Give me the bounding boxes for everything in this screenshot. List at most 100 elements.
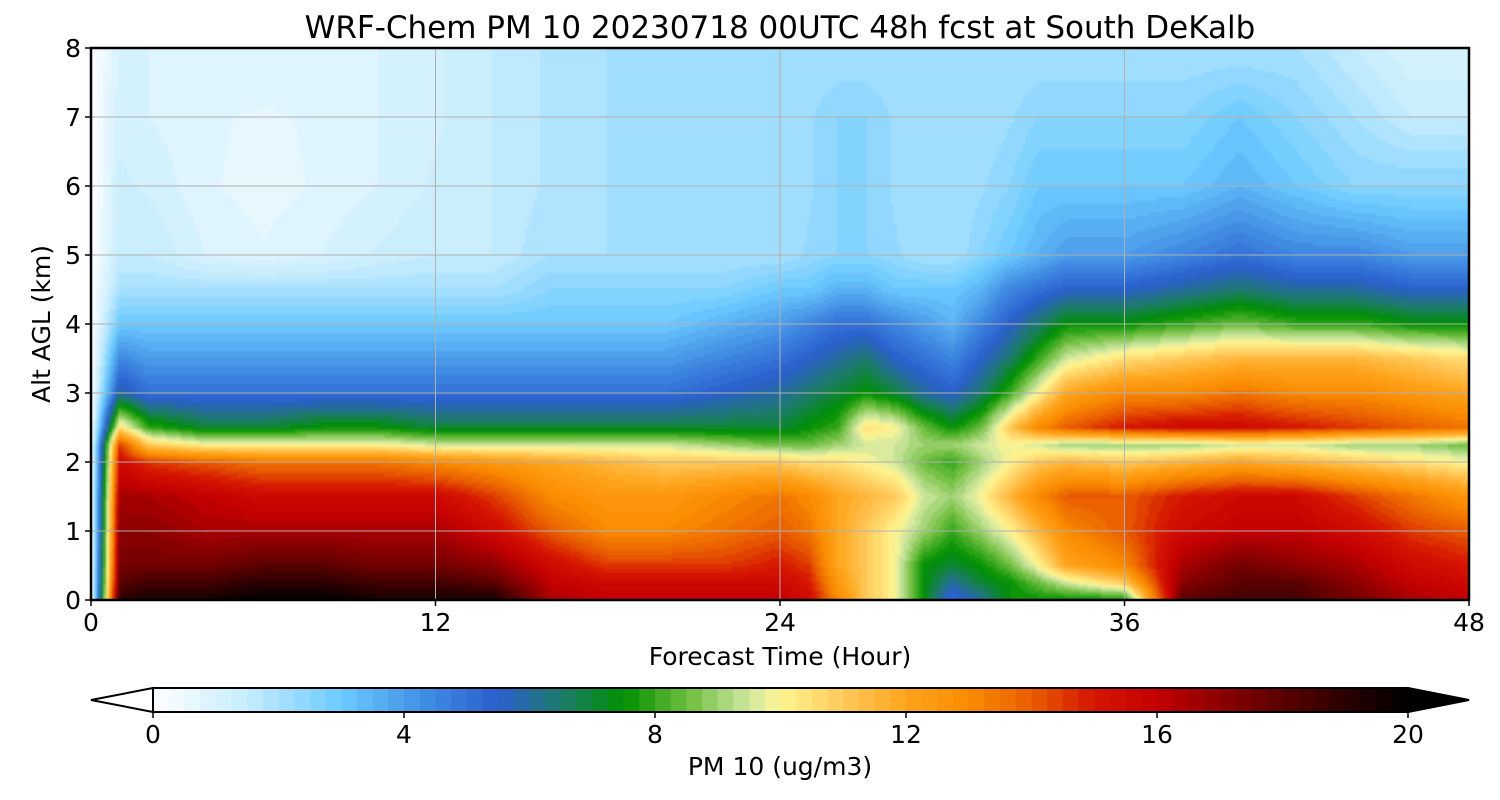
colorbar-frame — [152, 687, 1409, 713]
colorbar-cell — [498, 688, 515, 712]
colorbar-cells — [153, 688, 1409, 712]
colorbar-label: PM 10 (ug/m3) — [688, 752, 872, 781]
colorbar-cell — [827, 688, 844, 712]
colorbar-cell — [670, 688, 687, 712]
colorbar-cell — [1360, 688, 1378, 712]
x-tick-label: 36 — [1109, 608, 1141, 637]
colorbar-cell — [1313, 688, 1331, 712]
colorbar-cell — [513, 688, 531, 712]
colorbar-cell — [215, 688, 233, 712]
colorbar-cell — [451, 688, 468, 712]
y-tick-label: 0 — [65, 586, 81, 615]
colorbar-cell — [764, 688, 782, 712]
colorbar-cell — [607, 688, 625, 712]
plot-area — [89, 46, 1471, 602]
colorbar-cell — [749, 688, 766, 712]
colorbar-cell — [906, 688, 923, 712]
colorbar-cell — [858, 688, 876, 712]
x-tick-label: 0 — [83, 608, 99, 637]
colorbar-cell — [796, 688, 813, 712]
colorbar-cell — [247, 688, 264, 712]
colorbar-cell — [435, 688, 452, 712]
colorbar-cell — [1188, 688, 1205, 712]
y-tick-label: 2 — [65, 448, 81, 477]
colorbar-cell — [1157, 688, 1174, 712]
x-tick-label: 48 — [1453, 608, 1485, 637]
colorbar-cell — [655, 688, 672, 712]
colorbar-ticks: 0 4 8 12 16 20 — [145, 712, 1424, 749]
x-tick-label: 12 — [420, 608, 452, 637]
colorbar-cell — [482, 688, 499, 712]
colorbar-cell — [623, 688, 640, 712]
colorbar-tick-label: 20 — [1392, 720, 1424, 749]
colorbar-cell — [545, 688, 562, 712]
colorbar-cell — [1031, 688, 1048, 712]
colorbar-cell — [843, 688, 860, 712]
colorbar-cell — [592, 688, 609, 712]
colorbar-cell — [1172, 688, 1189, 712]
colorbar-cell — [1266, 688, 1284, 712]
colorbar-cell — [1141, 688, 1158, 712]
colorbar-cell — [576, 688, 593, 712]
colorbar-cell — [1125, 688, 1142, 712]
colorbar-cell — [294, 688, 311, 712]
colorbar-cell — [780, 688, 797, 712]
colorbar-cell — [231, 688, 248, 712]
colorbar-cell — [811, 688, 829, 712]
colorbar-cell — [388, 688, 405, 712]
colorbar-under-arrow — [90, 686, 154, 714]
colorbar-cell — [341, 688, 358, 712]
colorbar-cell — [1078, 688, 1095, 712]
colorbar-cell — [1345, 688, 1362, 712]
colorbar-tick-label: 12 — [890, 720, 922, 749]
colorbar-cell — [1015, 688, 1033, 712]
colorbar-cell — [184, 688, 201, 712]
colorbar-cell — [1392, 688, 1409, 712]
colorbar-cell — [466, 688, 484, 712]
colorbar-cell — [419, 688, 436, 712]
y-tick-label: 5 — [65, 241, 81, 270]
colorbar-cell — [404, 688, 421, 712]
colorbar-cell — [874, 688, 891, 712]
colorbar-cell — [1000, 688, 1017, 712]
colorbar-cell — [1251, 688, 1268, 712]
colorbar-cell — [1204, 688, 1221, 712]
colorbar-cell — [1282, 688, 1299, 712]
colorbar-tick-label: 4 — [396, 720, 412, 749]
chart-title: WRF-Chem PM 10 20230718 00UTC 48h fcst a… — [305, 10, 1256, 46]
colorbar-cell — [1109, 688, 1127, 712]
colorbar-cell — [1219, 688, 1237, 712]
y-tick-label: 1 — [65, 517, 81, 546]
colorbar-tick-label: 16 — [1141, 720, 1173, 749]
colorbar-tick-label: 8 — [647, 720, 663, 749]
colorbar-cell — [529, 688, 546, 712]
colorbar-cell — [560, 688, 578, 712]
colorbar-cell — [702, 688, 719, 712]
colorbar-cell — [1235, 688, 1252, 712]
colorbar-cell — [717, 688, 735, 712]
colorbar-cell — [639, 688, 656, 712]
colorbar-cell — [262, 688, 280, 712]
y-tick-label: 3 — [65, 379, 81, 408]
colorbar-cell — [890, 688, 907, 712]
colorbar-cell — [984, 688, 1001, 712]
y-tick-label: 8 — [65, 34, 81, 63]
colorbar-cell — [686, 688, 703, 712]
y-tick-label: 7 — [65, 103, 81, 132]
y-axis-label: Alt AGL (km) — [27, 245, 56, 403]
colorbar-cell — [356, 688, 374, 712]
colorbar-cell — [921, 688, 938, 712]
colorbar-cell — [1094, 688, 1111, 712]
colorbar-cell — [1062, 688, 1080, 712]
colorbar-cell — [325, 688, 342, 712]
colorbar: 0 4 8 12 16 20 — [90, 686, 1470, 749]
colorbar-cell — [1376, 688, 1393, 712]
colorbar-cell — [200, 688, 217, 712]
colorbar-cell — [168, 688, 185, 712]
colorbar-cell — [153, 688, 170, 712]
y-tick-label: 4 — [65, 310, 81, 339]
colorbar-cell — [372, 688, 389, 712]
colorbar-tick-label: 0 — [145, 720, 161, 749]
y-axis-ticks: 0 1 2 3 4 5 6 7 8 — [65, 34, 91, 615]
